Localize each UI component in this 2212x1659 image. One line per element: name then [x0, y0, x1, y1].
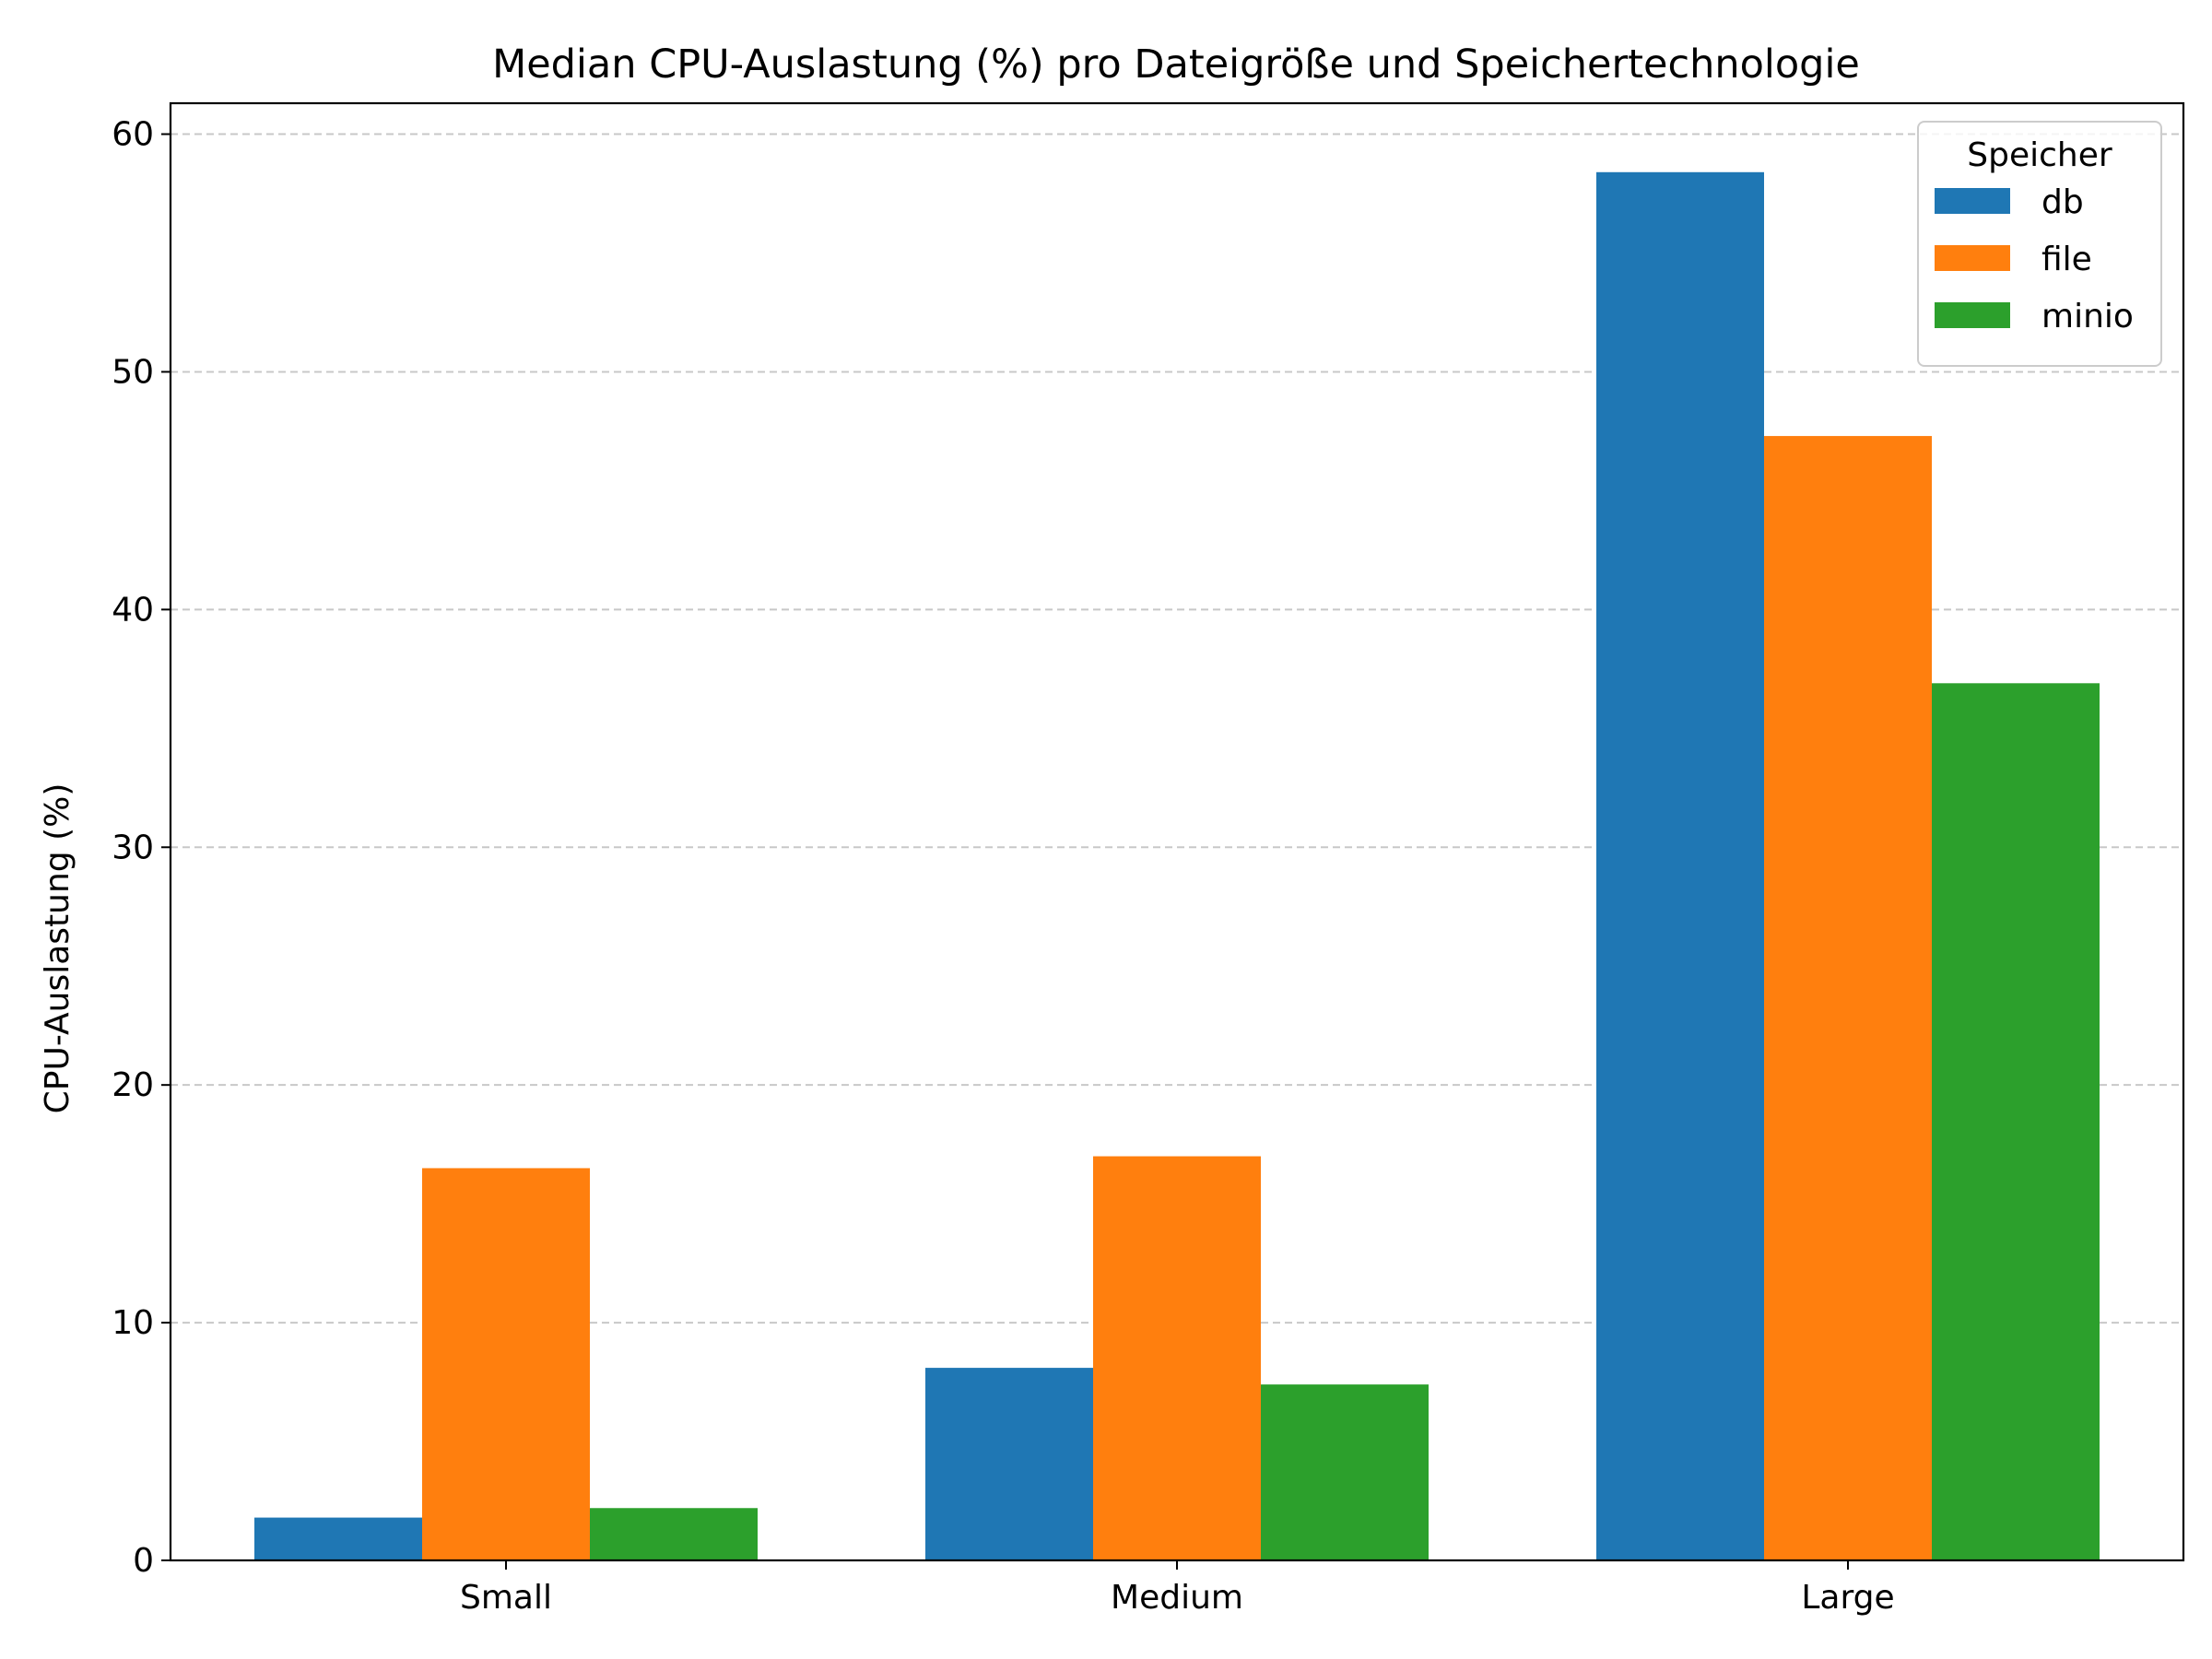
legend-swatch-db [1935, 188, 2010, 214]
y-tick-label: 40 [112, 591, 154, 629]
y-axis-label: CPU-Auslastung (%) [39, 783, 76, 1114]
legend-label-db: db [2041, 183, 2084, 221]
bar-file-small [422, 1168, 590, 1560]
y-tick-label: 10 [112, 1304, 154, 1342]
bars [254, 171, 2100, 1561]
bar-file-large [1764, 436, 1932, 1560]
y-tick-label: 20 [112, 1066, 154, 1104]
legend-swatch-file [1935, 245, 2010, 271]
legend-swatch-minio [1935, 302, 2010, 328]
y-tick-label: 30 [112, 829, 154, 866]
x-tick-label: Medium [1111, 1579, 1243, 1617]
bar-minio-small [590, 1508, 758, 1560]
x-tick-label: Small [460, 1579, 552, 1617]
bar-minio-large [1932, 683, 2100, 1560]
bar-db-medium [925, 1368, 1093, 1560]
legend-title: Speicher [1967, 136, 2112, 174]
x-axis-ticks: Small Medium Large [460, 1560, 1895, 1617]
legend-label-minio: minio [2041, 298, 2134, 335]
y-tick-label: 50 [112, 353, 154, 391]
chart-title: Median CPU-Auslastung (%) pro Dateigröße… [492, 41, 1860, 88]
bar-file-medium [1093, 1156, 1261, 1560]
y-tick-label: 60 [112, 116, 154, 154]
legend: Speicher db file minio [1917, 121, 2162, 367]
y-tick-label: 0 [133, 1542, 154, 1580]
x-tick-label: Large [1801, 1579, 1894, 1617]
bar-db-small [254, 1517, 422, 1560]
legend-label-file: file [2041, 241, 2092, 278]
bar-minio-medium [1261, 1384, 1429, 1560]
bar-db-large [1596, 171, 1764, 1561]
y-axis-ticks: 0 10 20 30 40 50 60 [112, 116, 171, 1580]
